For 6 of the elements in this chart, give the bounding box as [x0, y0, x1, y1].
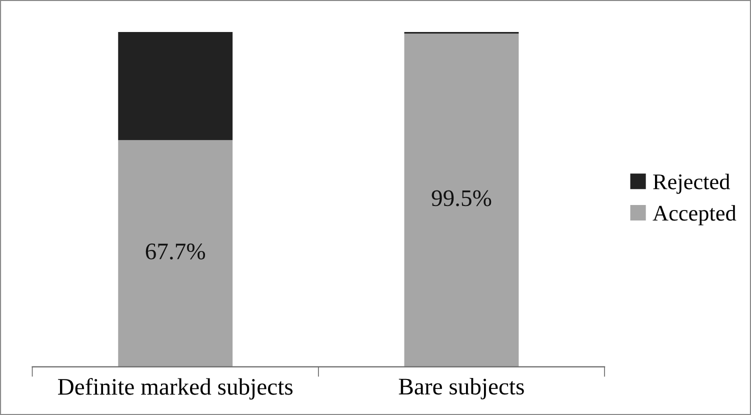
data-label: 99.5% — [432, 190, 492, 206]
x-tick-label: Definite marked subjects — [58, 378, 293, 400]
data-label: 67.7% — [146, 243, 206, 260]
x-tick-label: Bare subjects — [398, 378, 524, 400]
legend-label: Accepted — [652, 205, 736, 226]
legend-label: Rejected — [653, 174, 730, 194]
